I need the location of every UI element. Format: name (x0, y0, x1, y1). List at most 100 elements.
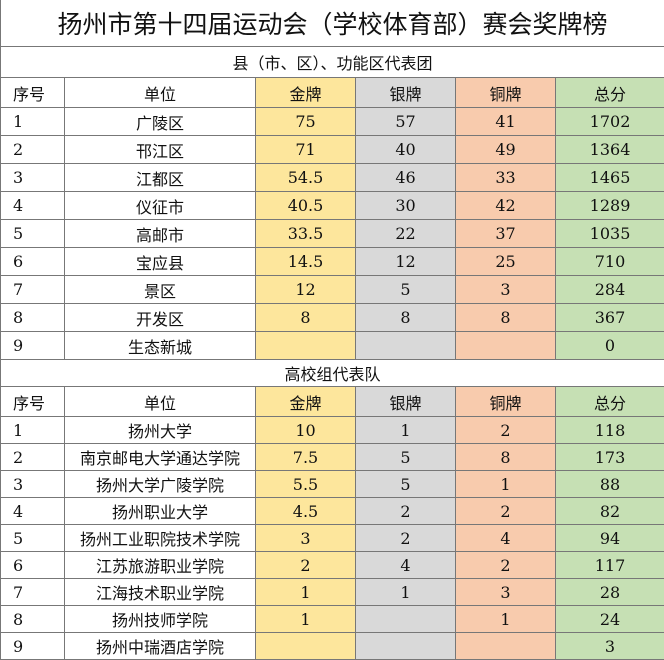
header-cell: 序号 (0, 77, 65, 108)
data-row: 6 江苏旅游职业学院 2 4 2 117 (0, 551, 664, 579)
data-row: 9 生态新城 0 (0, 331, 664, 360)
table-cell: 4 (455, 524, 556, 552)
table-cell: 14.5 (255, 247, 356, 276)
data-row: 8 扬州技师学院 1 1 24 (0, 605, 664, 633)
table-cell: 75 (255, 107, 356, 136)
table-cell: 1 (355, 578, 456, 606)
data-row: 8 开发区 8 8 8 367 (0, 303, 664, 332)
table-cell: 6 (0, 247, 65, 276)
table-cell: 广陵区 (64, 107, 256, 136)
table-cell: 8 (0, 605, 65, 633)
table-cell: 7 (0, 275, 65, 304)
table-cell: 1035 (554, 219, 664, 248)
table-cell: 117 (554, 551, 664, 579)
table-cell: 173 (554, 443, 664, 471)
section-title: 高校组代表队 (0, 359, 664, 387)
header-cell: 金牌 (255, 386, 356, 417)
table-cell: 江苏旅游职业学院 (64, 551, 256, 579)
table-title: 扬州市第十四届运动会（学校体育部）赛会奖牌榜 (0, 0, 664, 47)
data-row: 4 仪征市 40.5 30 42 1289 (0, 191, 664, 220)
table-cell: 8 (255, 303, 356, 332)
table-cell: 开发区 (64, 303, 256, 332)
table-cell: 37 (455, 219, 556, 248)
table-cell: 284 (554, 275, 664, 304)
header-cell: 序号 (0, 386, 65, 417)
table-cell: 46 (355, 163, 456, 192)
table-cell: 高邮市 (64, 219, 256, 248)
table-cell: 367 (554, 303, 664, 332)
table-cell: 江都区 (64, 163, 256, 192)
table-cell: 25 (455, 247, 556, 276)
header-cell: 总分 (554, 386, 664, 417)
table-cell: 33.5 (255, 219, 356, 248)
table-cell: 江海技术职业学院 (64, 578, 256, 606)
title-row: 扬州市第十四届运动会（学校体育部）赛会奖牌榜 (0, 0, 664, 47)
table-cell: 82 (554, 497, 664, 525)
table-cell: 3 (0, 163, 65, 192)
table-cell: 7 (0, 578, 65, 606)
table-cell: 0 (554, 331, 664, 360)
table-cell: 3 (455, 275, 556, 304)
table-cell: 2 (455, 551, 556, 579)
table-cell: 2 (0, 135, 65, 164)
table-cell (455, 331, 556, 360)
section-row: 县（市、区）、功能区代表团 (0, 46, 664, 78)
data-row: 5 扬州工业职院技术学院 3 2 4 94 (0, 524, 664, 552)
data-row: 1 广陵区 75 57 41 1702 (0, 107, 664, 136)
table-cell: 生态新城 (64, 331, 256, 360)
table-cell: 7.5 (255, 443, 356, 471)
table-cell: 扬州工业职院技术学院 (64, 524, 256, 552)
table-cell: 5.5 (255, 470, 356, 498)
table-cell (255, 331, 356, 360)
table-cell: 1289 (554, 191, 664, 220)
table-cell: 5 (0, 524, 65, 552)
table-cell: 2 (255, 551, 356, 579)
table-cell: 5 (0, 219, 65, 248)
header-row: 序号 单位 金牌 银牌 铜牌 总分 (0, 386, 664, 417)
table-cell: 71 (255, 135, 356, 164)
table-cell: 2 (455, 497, 556, 525)
table-cell (255, 632, 356, 660)
table-cell: 118 (554, 416, 664, 444)
table-cell: 5 (355, 470, 456, 498)
table-cell: 3 (554, 632, 664, 660)
table-cell: 仪征市 (64, 191, 256, 220)
table-cell: 5 (355, 443, 456, 471)
table-cell: 1 (255, 578, 356, 606)
data-row: 7 景区 12 5 3 284 (0, 275, 664, 304)
table-cell: 1702 (554, 107, 664, 136)
table-cell: 8 (455, 443, 556, 471)
table-cell: 1 (0, 107, 65, 136)
section-row: 高校组代表队 (0, 359, 664, 387)
table-cell: 12 (355, 247, 456, 276)
table-cell: 9 (0, 331, 65, 360)
table-cell: 1465 (554, 163, 664, 192)
table-cell: 宝应县 (64, 247, 256, 276)
table-cell: 2 (0, 443, 65, 471)
table-cell: 4 (355, 551, 456, 579)
table-cell: 88 (554, 470, 664, 498)
table-cell (455, 632, 556, 660)
table-cell: 30 (355, 191, 456, 220)
data-row: 9 扬州中瑞酒店学院 3 (0, 632, 664, 660)
header-cell: 铜牌 (455, 386, 556, 417)
table-cell: 5 (355, 275, 456, 304)
table-cell: 2 (355, 524, 456, 552)
table-cell: 6 (0, 551, 65, 579)
table-cell: 3 (0, 470, 65, 498)
table-cell: 4.5 (255, 497, 356, 525)
table-cell: 2 (455, 416, 556, 444)
data-row: 3 江都区 54.5 46 33 1465 (0, 163, 664, 192)
table-cell: 扬州技师学院 (64, 605, 256, 633)
table-cell: 8 (455, 303, 556, 332)
table-cell (355, 331, 456, 360)
header-cell: 银牌 (355, 77, 456, 108)
table-cell: 4 (0, 497, 65, 525)
table-cell: 2 (355, 497, 456, 525)
table-cell: 3 (255, 524, 356, 552)
table-cell: 94 (554, 524, 664, 552)
table-cell: 3 (455, 578, 556, 606)
